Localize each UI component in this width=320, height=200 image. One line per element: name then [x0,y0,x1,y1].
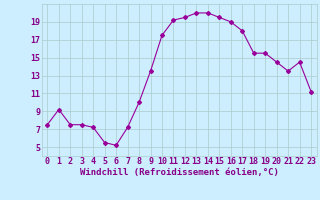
X-axis label: Windchill (Refroidissement éolien,°C): Windchill (Refroidissement éolien,°C) [80,168,279,177]
